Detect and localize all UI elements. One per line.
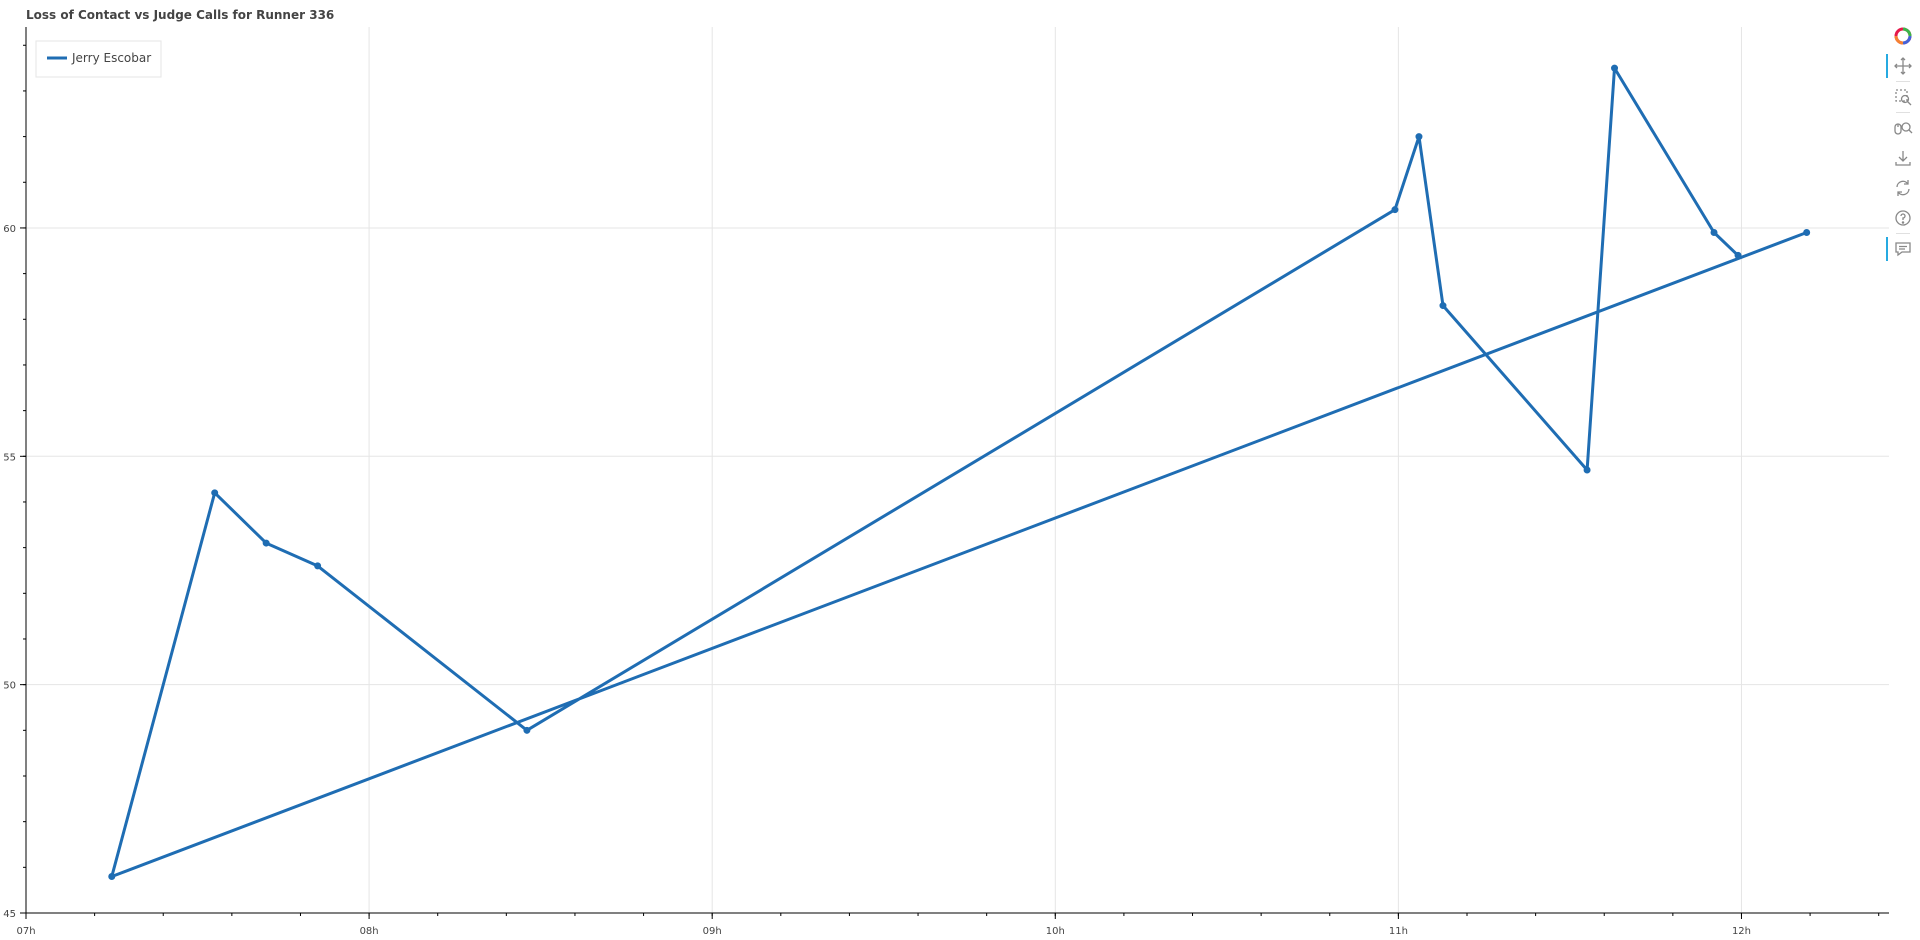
x-tick-label: 11h	[1389, 926, 1408, 937]
wheel-zoom-icon[interactable]	[1891, 116, 1915, 140]
data-point[interactable]	[1710, 229, 1718, 237]
x-tick-label: 10h	[1046, 926, 1065, 937]
data-point[interactable]	[211, 489, 219, 497]
data-point[interactable]	[262, 539, 270, 547]
reset-icon[interactable]	[1891, 176, 1915, 200]
save-icon[interactable]	[1891, 146, 1915, 170]
bokeh-logo-icon[interactable]	[1891, 24, 1915, 48]
help-icon[interactable]	[1891, 206, 1915, 230]
y-tick-label: 45	[3, 909, 16, 920]
data-point[interactable]	[1734, 251, 1742, 259]
y-ticks: 45 50 55 60	[3, 44, 26, 920]
data-point[interactable]	[1583, 466, 1591, 474]
legend-label: Jerry Escobar	[71, 51, 151, 65]
data-point[interactable]	[108, 872, 116, 880]
toolbar-divider	[1896, 233, 1910, 234]
toolbar-divider	[1896, 112, 1910, 113]
data-point[interactable]	[1415, 133, 1423, 141]
x-tick-label: 07h	[16, 926, 35, 937]
axes	[25, 27, 1889, 914]
x-tick-label: 08h	[360, 926, 379, 937]
data-point[interactable]	[1391, 206, 1399, 214]
x-tick-label: 12h	[1732, 926, 1751, 937]
data-point[interactable]	[1611, 64, 1619, 72]
box-zoom-icon[interactable]	[1891, 85, 1915, 109]
x-tick-label: 09h	[703, 926, 722, 937]
data-point[interactable]	[1803, 229, 1811, 237]
y-tick-label: 50	[3, 681, 16, 692]
y-tick-label: 60	[3, 224, 16, 235]
x-ticks: 07h 08h 09h 10h 11h 12h	[16, 913, 1880, 937]
chart-title: Loss of Contact vs Judge Calls for Runne…	[26, 8, 334, 22]
legend: Jerry Escobar	[35, 40, 162, 78]
data-point[interactable]	[523, 726, 531, 734]
series-line	[110, 66, 1809, 878]
pan-icon[interactable]	[1886, 54, 1915, 78]
plot-area	[108, 64, 1811, 880]
toolbar-divider	[1896, 81, 1910, 82]
data-point[interactable]	[314, 562, 322, 570]
y-tick-label: 55	[3, 452, 16, 463]
data-point[interactable]	[1439, 302, 1447, 310]
hover-icon[interactable]	[1886, 237, 1915, 261]
